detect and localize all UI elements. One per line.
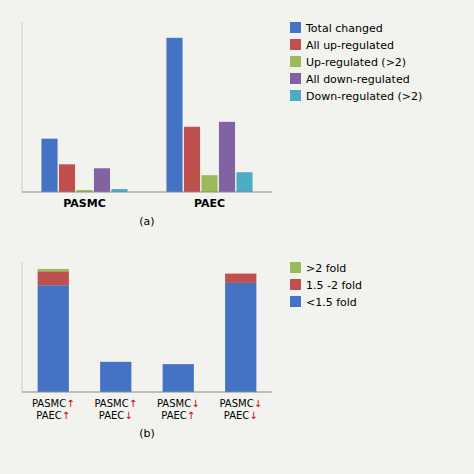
bar-segment xyxy=(38,269,69,271)
legend-label: <1.5 fold xyxy=(306,296,357,309)
bar xyxy=(201,175,217,192)
legend: Total changed All up-regulated Up-regulate… xyxy=(290,22,422,103)
figure: PASMC PAEC (a) Total changed All up-regulate… xyxy=(0,0,474,474)
legend-label: Up-regulated (>2) xyxy=(306,56,406,69)
legend-swatch xyxy=(290,22,301,33)
bar xyxy=(41,139,57,192)
legend: >2 fold 1.5 -2 fold <1.5 fold xyxy=(290,262,362,309)
legend-label: >2 fold xyxy=(306,262,346,275)
x-axis-label: (a) xyxy=(139,215,154,228)
legend-label: All down-regulated xyxy=(306,73,410,86)
x-axis xyxy=(22,392,272,393)
category-label: PASMC xyxy=(63,197,106,210)
legend-swatch xyxy=(290,56,301,67)
category-label: PASMC↑PAEC↓ xyxy=(94,398,137,421)
background xyxy=(0,0,474,474)
category-label: PASMC↑PAEC↑ xyxy=(32,398,75,421)
bar-segment xyxy=(100,361,131,362)
x-axis-label: (b) xyxy=(139,427,155,440)
bar-segment xyxy=(225,274,256,283)
legend-label: 1.5 -2 fold xyxy=(306,279,362,292)
bar-segment xyxy=(163,364,194,392)
bar xyxy=(219,122,235,192)
legend-swatch xyxy=(290,279,301,290)
bar xyxy=(236,172,252,192)
bar-segment xyxy=(100,361,131,362)
bar xyxy=(166,38,182,192)
bar-segment xyxy=(38,271,69,285)
bar-segment xyxy=(225,283,256,392)
category-label: PASMC↓PAEC↑ xyxy=(157,398,200,421)
category-label: PAEC xyxy=(194,197,225,210)
category-label: PASMC↓PAEC↓ xyxy=(219,398,262,421)
legend-swatch xyxy=(290,262,301,273)
legend-swatch xyxy=(290,296,301,307)
bar-segment xyxy=(100,362,131,392)
legend-label: Total changed xyxy=(305,22,383,35)
y-axis xyxy=(22,262,23,392)
panel: PASMC↑PAEC↑ PASMC↑PAEC↓ PASMC↓PAEC↑ PASMC↓P… xyxy=(22,262,362,441)
bar-segment xyxy=(38,285,69,392)
x-axis xyxy=(22,192,272,193)
y-axis xyxy=(22,22,23,192)
bar xyxy=(94,168,110,192)
legend-label: All up-regulated xyxy=(306,39,394,52)
bars xyxy=(41,38,252,192)
legend-swatch xyxy=(290,73,301,84)
bar xyxy=(184,127,200,192)
panel: PASMC PAEC (a) Total changed All up-regulate… xyxy=(22,22,422,229)
bars xyxy=(38,269,257,392)
legend-swatch xyxy=(290,39,301,50)
bar-segment xyxy=(225,273,256,274)
bar-segment xyxy=(163,364,194,365)
bar xyxy=(59,164,75,192)
legend-label: Down-regulated (>2) xyxy=(306,90,422,103)
legend-swatch xyxy=(290,90,301,101)
bar-segment xyxy=(163,364,194,365)
